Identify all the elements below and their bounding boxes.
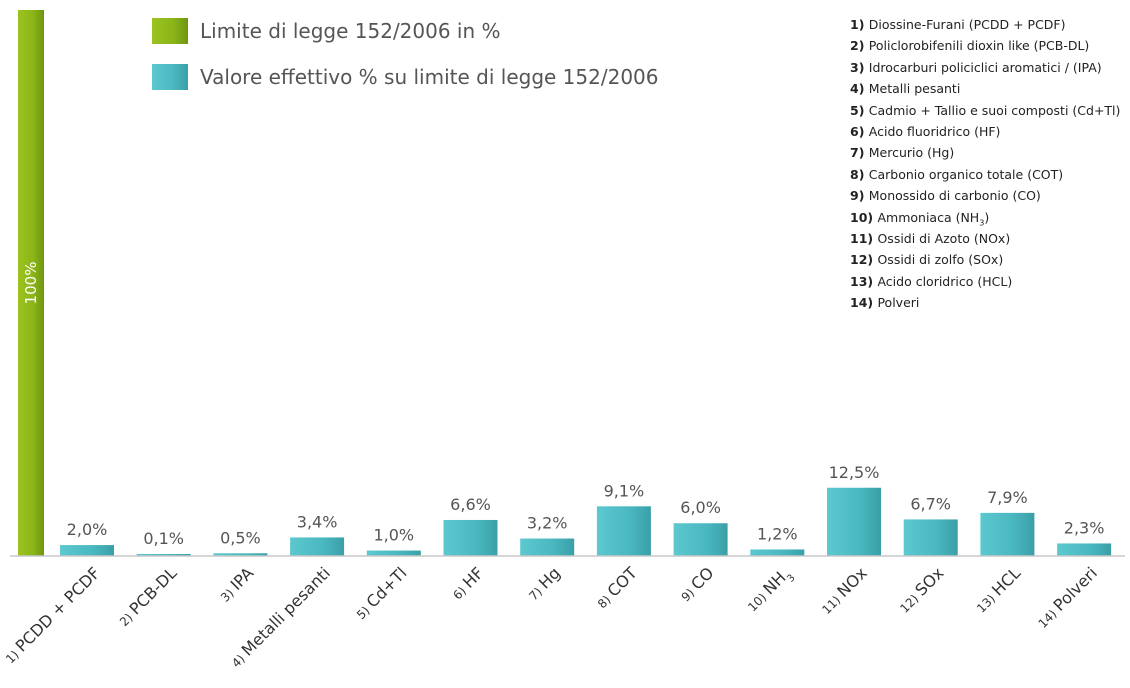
- value-label: 6,0%: [680, 498, 721, 517]
- x-tick-label: 10) NH3: [742, 563, 797, 618]
- value-label: 2,3%: [1064, 518, 1105, 537]
- value-label: 0,5%: [220, 528, 261, 547]
- x-tick-label: 11) NOx: [817, 563, 871, 617]
- value-label: 1,0%: [373, 526, 414, 545]
- legend-swatch-actual: [152, 64, 188, 90]
- limit-bar-label: 100%: [22, 262, 40, 305]
- x-tick-label: 2) PCB-DL: [114, 563, 180, 629]
- bar: [520, 539, 574, 556]
- bar: [827, 488, 881, 556]
- x-tick-label: 12) SOx: [895, 563, 948, 616]
- x-tick-label: 8) COT: [592, 563, 641, 612]
- x-tick-label: 6) HF: [447, 563, 487, 603]
- note-item: 9) Monossido di carbonio (CO): [850, 185, 1126, 206]
- legend-label-actual: Valore effettivo % su limite di legge 15…: [200, 65, 659, 89]
- value-label: 2,0%: [67, 520, 108, 539]
- bar: [597, 506, 651, 556]
- x-tick-label: 5) Cd+Tl: [351, 563, 410, 622]
- note-item: 13) Acido cloridrico (HCL): [850, 271, 1126, 292]
- abbreviation-notes: 1) Diossine-Furani (PCDD + PCDF) 2) Polic…: [850, 14, 1126, 313]
- x-tick-label: 7) Hg: [523, 563, 564, 604]
- legend: Limite di legge 152/2006 in % Valore eff…: [152, 18, 659, 90]
- x-tick-label: 14) Polveri: [1033, 563, 1101, 631]
- note-item: 5) Cadmio + Tallio e suoi composti (Cd+T…: [850, 100, 1126, 121]
- x-tick-label: 13) HCL: [971, 563, 1024, 616]
- limit-bar-group: 100%: [18, 10, 44, 556]
- value-label: 3,4%: [297, 512, 338, 531]
- note-item: 4) Metalli pesanti: [850, 78, 1126, 99]
- value-label: 1,2%: [757, 524, 798, 543]
- value-label: 6,6%: [450, 495, 491, 514]
- bar: [904, 519, 958, 556]
- note-item: 6) Acido fluoridrico (HF): [850, 121, 1126, 142]
- bar: [674, 523, 728, 556]
- x-tick-label: 1) PCDD + PCDF: [0, 563, 104, 667]
- bar: [1057, 543, 1111, 556]
- x-tick-label: 9) CO: [676, 563, 718, 605]
- value-label: 12,5%: [829, 463, 880, 482]
- value-label: 7,9%: [987, 488, 1028, 507]
- note-item: 11) Ossidi di Azoto (NOx): [850, 228, 1126, 249]
- bar: [980, 513, 1034, 556]
- note-item: 14) Polveri: [850, 292, 1126, 313]
- note-item: 7) Mercurio (Hg): [850, 142, 1126, 163]
- note-item: 1) Diossine-Furani (PCDD + PCDF): [850, 14, 1126, 35]
- legend-swatch-limit: [152, 18, 188, 44]
- note-item: 10) Ammoniaca (NH3): [850, 207, 1126, 228]
- bar: [750, 549, 804, 556]
- value-label: 9,1%: [604, 481, 645, 500]
- bar: [60, 545, 114, 556]
- x-tick-label: 3) IPA: [215, 563, 257, 605]
- note-item: 8) Carbonio organico totale (COT): [850, 164, 1126, 185]
- value-label: 0,1%: [143, 529, 184, 548]
- value-label: 6,7%: [910, 494, 951, 513]
- legend-label-limit: Limite di legge 152/2006 in %: [200, 19, 501, 43]
- bar: [290, 537, 344, 556]
- bar: [367, 551, 421, 556]
- value-label: 3,2%: [527, 514, 568, 533]
- note-item: 2) Policlorobifenili dioxin like (PCB-DL…: [850, 35, 1126, 56]
- note-item: 12) Ossidi di zolfo (SOx): [850, 249, 1126, 270]
- note-item: 3) Idrocarburi policiclici aromatici / (…: [850, 57, 1126, 78]
- bars: [60, 488, 1111, 556]
- bar: [444, 520, 498, 556]
